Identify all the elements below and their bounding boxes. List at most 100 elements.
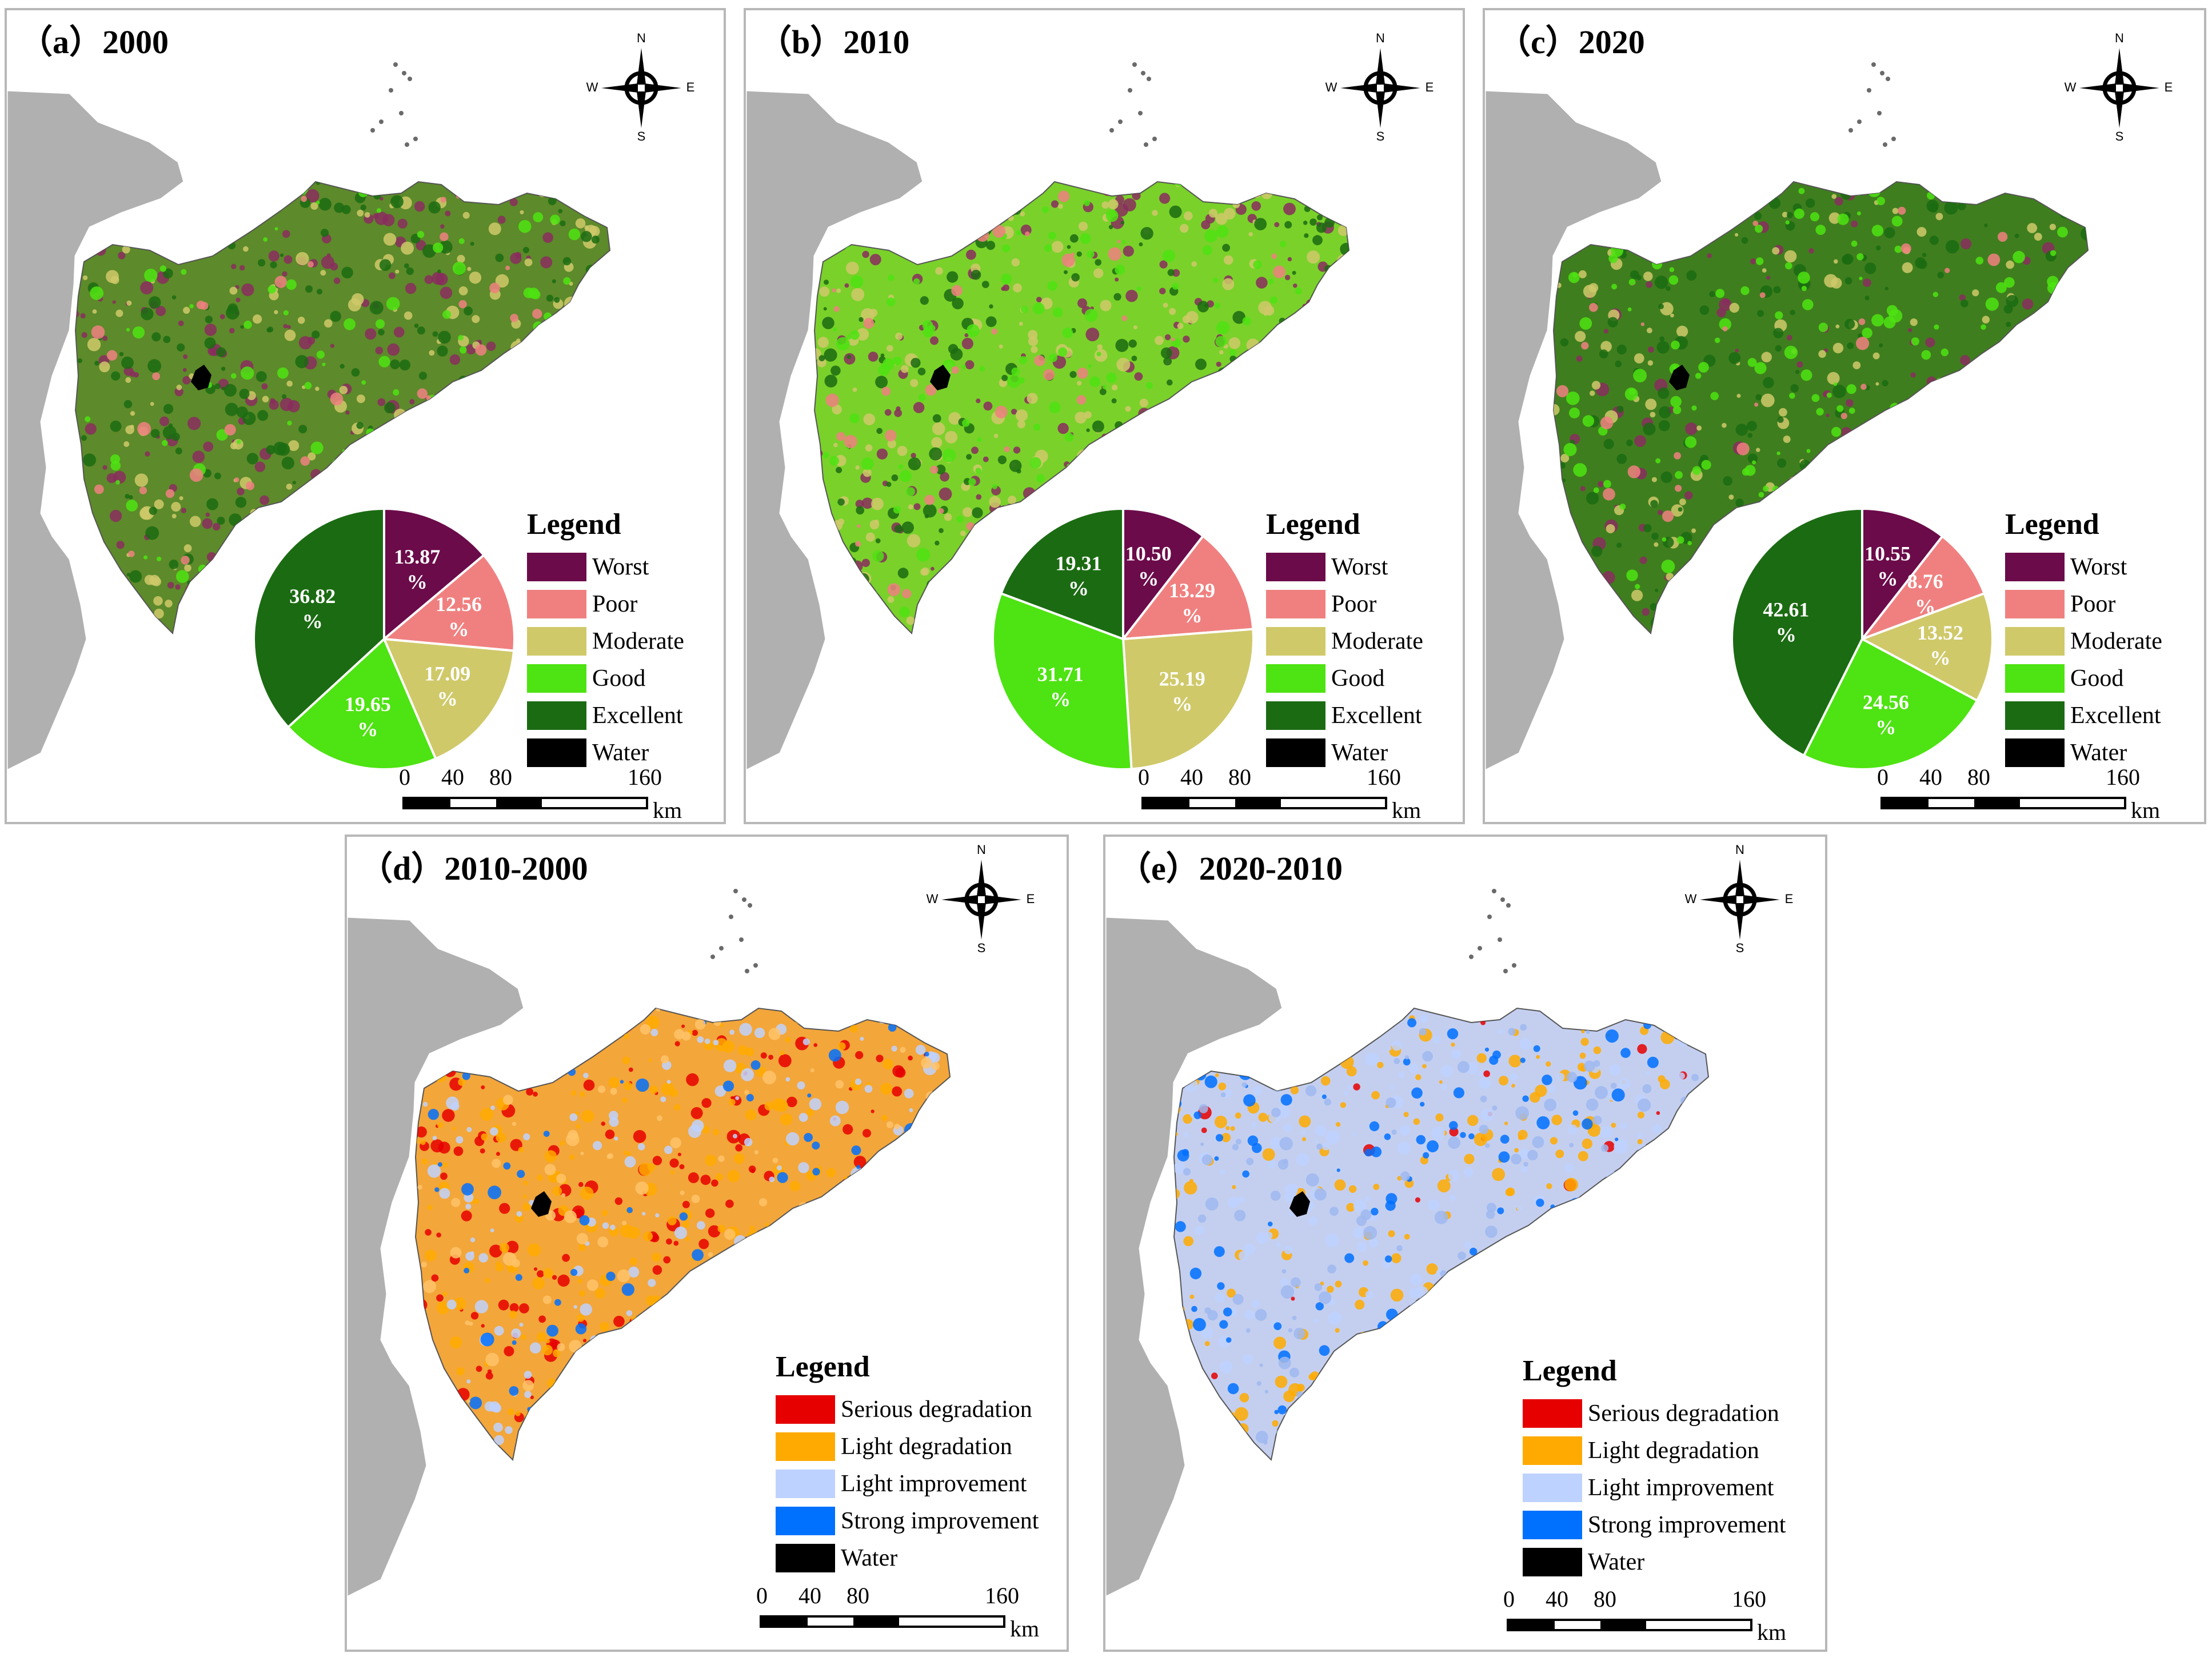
- legend-item: Strong improvement: [776, 1502, 1039, 1539]
- scale-tick-label: 0: [1503, 1586, 1515, 1612]
- compass: N S E W: [584, 31, 698, 145]
- scale-segment: [542, 799, 646, 807]
- compass-e-label: E: [1027, 892, 1035, 906]
- legend-label: Water: [841, 1544, 898, 1571]
- legend-swatch: [1523, 1510, 1582, 1539]
- pie-value-label: 13.52: [1917, 621, 1963, 644]
- legend-item: Light degradation: [1523, 1432, 1786, 1469]
- legend-swatch: [776, 1395, 835, 1424]
- scale-tick-label: 160: [2106, 764, 2140, 790]
- scale-bar: 0 40 80 160 km: [1138, 764, 1421, 822]
- legend-title: Legend: [527, 508, 621, 541]
- scale-segment: [1235, 799, 1281, 807]
- compass-s-label: S: [977, 941, 986, 955]
- legend-swatch: [1523, 1547, 1582, 1576]
- pie-slice: [1859, 534, 1986, 642]
- scale-segment: [853, 1618, 899, 1626]
- island: [1886, 77, 1890, 81]
- legend-item: Water: [527, 734, 684, 771]
- island: [742, 897, 746, 902]
- legend-b: Legend Worst Poor Moderate Good Excellent Wat…: [1266, 508, 1423, 771]
- legend-title: Legend: [1266, 508, 1360, 541]
- island: [710, 955, 715, 959]
- scale-segment: [1883, 799, 1928, 807]
- legend-swatch: [1266, 738, 1325, 767]
- scale-tick-label: 80: [489, 764, 512, 790]
- compass-w-label: W: [1325, 80, 1337, 94]
- pie-slice: [382, 637, 516, 761]
- legend-swatch: [527, 701, 586, 730]
- pie-percent-sign: %: [437, 687, 458, 710]
- pie-value-label: 13.29: [1169, 579, 1215, 602]
- legend-e: Legend Serious degradation Light degradat…: [1523, 1354, 1786, 1580]
- island: [1128, 88, 1132, 93]
- legend-item: Poor: [1266, 585, 1423, 622]
- island: [1867, 88, 1871, 93]
- pie-slice: [1859, 592, 1994, 702]
- neighbor-land: [347, 916, 525, 1598]
- scale-bar-graphic: [760, 1615, 1005, 1628]
- scale-segment: [762, 1618, 808, 1626]
- legend-title: Legend: [776, 1351, 870, 1383]
- pie-chart-a: 13.87%12.56%17.09%19.65%36.82%: [253, 507, 516, 770]
- scale-segment: [1189, 799, 1235, 807]
- scale-segment: [808, 1618, 853, 1626]
- map-b: [746, 62, 1350, 772]
- pie-value-label: 12.56: [436, 593, 482, 616]
- legend-item: Excellent: [2005, 697, 2162, 734]
- scale-segment: [1928, 799, 1974, 807]
- scale-tick-label: 40: [1546, 1586, 1568, 1612]
- pie-slice: [1731, 507, 1863, 757]
- pie-percent-sign: %: [1930, 646, 1951, 669]
- pie-percent-sign: %: [1875, 716, 1896, 738]
- island: [1883, 142, 1887, 147]
- island: [1877, 111, 1882, 115]
- legend-title: Legend: [1523, 1355, 1617, 1387]
- legend-c: Legend Worst Poor Moderate Good Excellent Wat…: [2005, 508, 2162, 771]
- legend-a: Legend Worst Poor Moderate Good Excellent Wat…: [527, 508, 684, 771]
- legend-label: Moderate: [1331, 628, 1423, 654]
- scale-tick-label: 0: [399, 764, 410, 790]
- legend-label: Strong improvement: [1588, 1511, 1786, 1538]
- water-body: [930, 365, 951, 390]
- scale-tick-label: 160: [985, 1583, 1019, 1608]
- pie-value-label: 19.65: [345, 693, 391, 716]
- panel-title: （b）2010: [758, 23, 910, 61]
- island: [1147, 77, 1151, 81]
- neighbor-land: [7, 89, 185, 772]
- island: [1891, 137, 1896, 141]
- scale-tick-label: 80: [1228, 764, 1251, 790]
- map-a: [7, 62, 611, 772]
- pie-percent-sign: %: [1776, 624, 1796, 646]
- island: [1144, 142, 1148, 147]
- compass-n-label: N: [1735, 843, 1744, 857]
- scale-segment: [1600, 1621, 1646, 1629]
- island: [739, 937, 744, 942]
- island: [1469, 955, 1474, 959]
- legend-item: Worst: [527, 548, 684, 585]
- legend-swatch: [527, 589, 586, 618]
- island: [719, 946, 724, 951]
- water-body: [1289, 1191, 1310, 1217]
- pie-value-label: 19.31: [1056, 552, 1102, 575]
- legend-swatch: [1523, 1399, 1582, 1428]
- legend-label: Strong improvement: [841, 1507, 1039, 1534]
- island: [405, 142, 409, 147]
- legend-swatch: [2005, 738, 2065, 767]
- island: [413, 137, 418, 141]
- scale-tick-label: 80: [1967, 764, 1990, 790]
- island: [389, 88, 393, 93]
- scale-bar-graphic: [1880, 797, 2126, 809]
- scale-unit: km: [1010, 1616, 1040, 1642]
- pie-value-label: 25.19: [1159, 668, 1205, 690]
- island: [1138, 111, 1143, 115]
- pie-percent-sign: %: [357, 718, 378, 741]
- island: [370, 128, 375, 133]
- legend-label: Serious degradation: [841, 1396, 1032, 1423]
- legend-item: Light degradation: [776, 1428, 1039, 1465]
- legend-item: Water: [1266, 734, 1423, 771]
- pie-percent-sign: %: [1172, 693, 1192, 716]
- island: [1487, 915, 1492, 919]
- compass-icon: N S E W: [1685, 843, 1794, 955]
